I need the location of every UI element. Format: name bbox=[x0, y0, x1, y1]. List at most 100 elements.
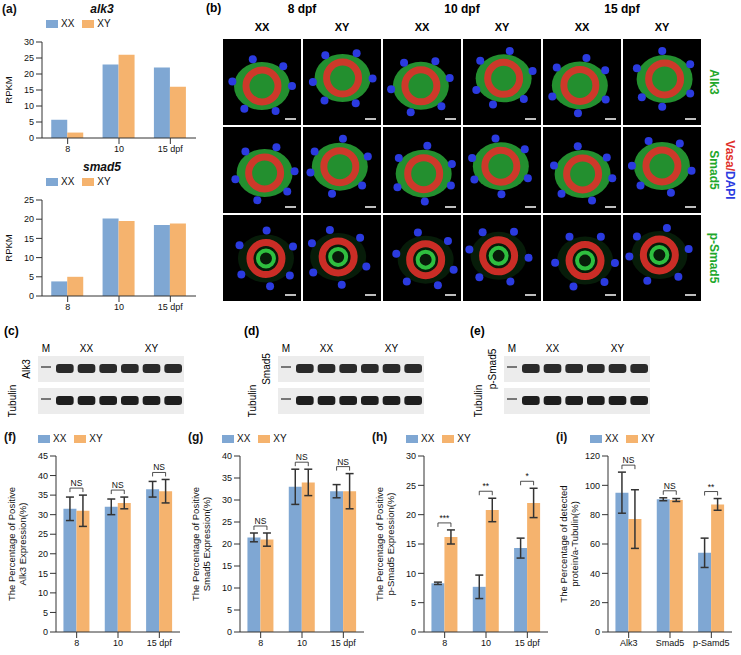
svg-text:0: 0 bbox=[29, 133, 34, 143]
svg-text:20: 20 bbox=[38, 549, 48, 559]
svg-text:60: 60 bbox=[590, 539, 600, 549]
svg-text:5: 5 bbox=[227, 605, 232, 615]
svg-text:10: 10 bbox=[297, 638, 307, 648]
svg-text:*: * bbox=[525, 471, 529, 481]
svg-text:8 dpf: 8 dpf bbox=[288, 2, 318, 16]
svg-text:5: 5 bbox=[29, 272, 34, 282]
svg-text:NS: NS bbox=[153, 462, 165, 472]
svg-text:p-Smad5: p-Smad5 bbox=[707, 233, 721, 284]
svg-text:XY: XY bbox=[145, 343, 159, 354]
svg-text:**: ** bbox=[708, 482, 715, 492]
svg-text:XY: XY bbox=[655, 21, 670, 33]
svg-text:10: 10 bbox=[113, 638, 123, 648]
svg-text:100: 100 bbox=[585, 481, 600, 491]
svg-text:8: 8 bbox=[65, 302, 70, 312]
svg-text:NS: NS bbox=[112, 480, 124, 490]
svg-text:30: 30 bbox=[222, 495, 232, 505]
svg-text:XX: XX bbox=[80, 343, 94, 354]
svg-text:XY: XY bbox=[385, 343, 399, 354]
svg-text:10: 10 bbox=[222, 583, 232, 593]
svg-text:NS: NS bbox=[623, 455, 635, 465]
svg-text:0: 0 bbox=[43, 627, 48, 637]
svg-text:5: 5 bbox=[43, 608, 48, 618]
svg-text:30: 30 bbox=[38, 510, 48, 520]
svg-text:Tubulin: Tubulin bbox=[473, 385, 484, 417]
svg-text:XY: XY bbox=[495, 21, 510, 33]
svg-text:25: 25 bbox=[406, 481, 416, 491]
svg-text:RPKM: RPKM bbox=[3, 234, 14, 262]
svg-text:120: 120 bbox=[585, 451, 600, 461]
svg-text:5: 5 bbox=[29, 117, 34, 127]
svg-text:0: 0 bbox=[595, 627, 600, 637]
svg-text:40: 40 bbox=[590, 569, 600, 579]
svg-text:NS: NS bbox=[255, 516, 267, 526]
svg-text:Tubulin: Tubulin bbox=[247, 385, 258, 417]
svg-text:25: 25 bbox=[222, 517, 232, 527]
svg-text:NS: NS bbox=[296, 452, 308, 462]
svg-text:20: 20 bbox=[406, 510, 416, 520]
svg-text:XX: XX bbox=[255, 21, 270, 33]
svg-text:Alk3: Alk3 bbox=[21, 359, 32, 379]
svg-text:20: 20 bbox=[24, 214, 34, 224]
svg-text:(d): (d) bbox=[244, 324, 259, 338]
svg-text:Smad5: Smad5 bbox=[707, 150, 721, 190]
svg-text:M: M bbox=[42, 343, 50, 354]
svg-text:The Percentage of Positivep-Sm: The Percentage of Positivep-Smad5 Expres… bbox=[374, 487, 396, 601]
svg-text:10: 10 bbox=[38, 588, 48, 598]
svg-text:8: 8 bbox=[65, 144, 70, 154]
svg-text:Alk3: Alk3 bbox=[707, 69, 721, 95]
svg-text:10: 10 bbox=[481, 638, 491, 648]
svg-text:80: 80 bbox=[590, 510, 600, 520]
svg-text:15 dpf: 15 dpf bbox=[331, 638, 357, 648]
svg-text:15: 15 bbox=[406, 539, 416, 549]
svg-text:The Percentage of detectedprot: The Percentage of detectedprotein/a-Tubu… bbox=[558, 485, 580, 602]
svg-text:15: 15 bbox=[222, 561, 232, 571]
svg-text:The Percentage of PositiveAlk3: The Percentage of PositiveAlk3 Expressio… bbox=[6, 487, 28, 601]
svg-text:XX: XX bbox=[320, 343, 334, 354]
svg-text:NS: NS bbox=[71, 478, 83, 488]
svg-text:XX: XX bbox=[546, 343, 560, 354]
svg-text:5: 5 bbox=[411, 598, 416, 608]
svg-text:XX: XX bbox=[415, 21, 430, 33]
svg-text:25: 25 bbox=[38, 529, 48, 539]
svg-text:30: 30 bbox=[406, 451, 416, 461]
svg-text:M: M bbox=[508, 343, 516, 354]
svg-text:10: 10 bbox=[114, 144, 124, 154]
svg-text:20: 20 bbox=[222, 539, 232, 549]
svg-text:20: 20 bbox=[24, 69, 34, 79]
svg-text:Smad5: Smad5 bbox=[261, 353, 272, 385]
svg-text:XY: XY bbox=[335, 21, 350, 33]
svg-text:0: 0 bbox=[411, 627, 416, 637]
svg-text:Tubulin: Tubulin bbox=[7, 385, 18, 417]
svg-text:10: 10 bbox=[114, 302, 124, 312]
svg-text:10: 10 bbox=[406, 569, 416, 579]
svg-text:***: *** bbox=[439, 513, 450, 523]
svg-text:0: 0 bbox=[227, 627, 232, 637]
svg-text:**: ** bbox=[482, 481, 489, 491]
svg-text:25: 25 bbox=[24, 195, 34, 205]
svg-text:NS: NS bbox=[664, 481, 676, 491]
svg-text:15 dpf: 15 dpf bbox=[604, 2, 640, 16]
svg-text:35: 35 bbox=[38, 490, 48, 500]
svg-text:8: 8 bbox=[74, 638, 79, 648]
svg-text:NS: NS bbox=[337, 457, 349, 467]
svg-text:15: 15 bbox=[38, 569, 48, 579]
svg-text:(b): (b) bbox=[206, 1, 221, 15]
svg-text:25: 25 bbox=[24, 53, 34, 63]
svg-text:p-Smad5: p-Smad5 bbox=[487, 348, 498, 389]
svg-text:40: 40 bbox=[38, 471, 48, 481]
svg-text:45: 45 bbox=[38, 451, 48, 461]
svg-text:M: M bbox=[282, 343, 290, 354]
svg-text:15: 15 bbox=[24, 85, 34, 95]
svg-text:10 dpf: 10 dpf bbox=[444, 2, 480, 16]
svg-text:XY: XY bbox=[611, 343, 625, 354]
svg-text:15 dpf: 15 dpf bbox=[147, 638, 173, 648]
svg-text:15 dpf: 15 dpf bbox=[515, 638, 541, 648]
svg-text:35: 35 bbox=[222, 473, 232, 483]
svg-text:RPKM: RPKM bbox=[3, 76, 14, 104]
svg-text:0: 0 bbox=[29, 291, 34, 301]
svg-text:Smad5: Smad5 bbox=[656, 638, 685, 648]
svg-text:10: 10 bbox=[24, 101, 34, 111]
svg-text:(c): (c) bbox=[4, 324, 19, 338]
svg-text:15 dpf: 15 dpf bbox=[158, 302, 184, 312]
